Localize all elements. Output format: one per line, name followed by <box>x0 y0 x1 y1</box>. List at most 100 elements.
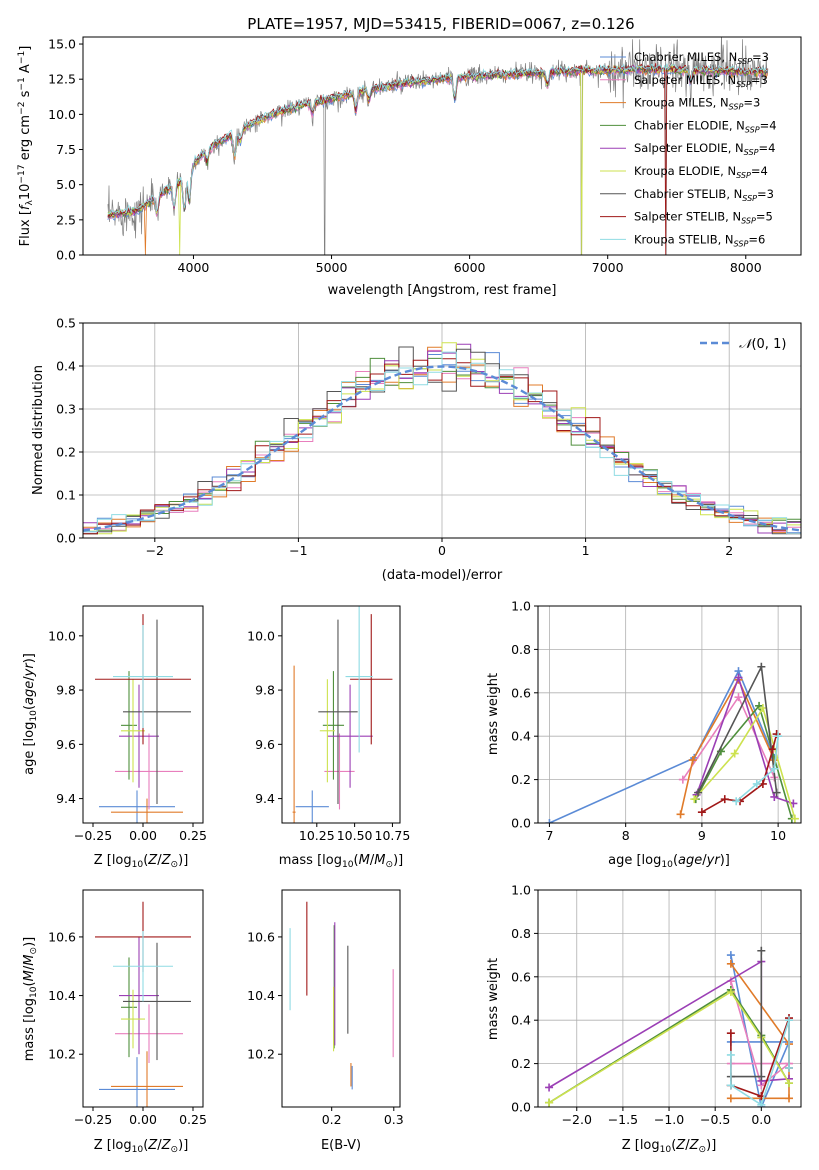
x-tick-label: 6000 <box>454 260 486 275</box>
x-axis-label: age [log10(age/yr)] <box>608 853 730 870</box>
legend-label: Kroupa ELODIE, NSSP=4 <box>634 164 768 180</box>
line-chabrier-miles <box>549 669 776 823</box>
y-tick-label: 0.8 <box>511 926 531 941</box>
y-tick-label: 12.5 <box>48 72 76 87</box>
spectrum-panel: 4000 5000 6000 7000 8000 0.0 2.5 5.0 7.5 10.0 12.5… <box>17 36 802 298</box>
x-tick-label: 0.00 <box>129 828 157 843</box>
marker-salpeter-miles <box>678 775 687 784</box>
x-axis-label: (data-model)/error <box>382 568 503 583</box>
marker-salpeter-stelib <box>697 808 706 817</box>
legend-label: Kroupa STELIB, NSSP=6 <box>634 232 765 248</box>
y-tick-label: 5.0 <box>56 177 76 192</box>
axes-border <box>82 36 802 256</box>
plot-area <box>538 606 801 823</box>
marker-chabrier-miles <box>545 819 554 823</box>
marker-kroupa-miles <box>726 959 735 968</box>
marker-kroupa-miles <box>676 810 685 819</box>
y-tick-label: 0.8 <box>511 642 531 657</box>
y-axis-label: age [log10(age/yr)] <box>22 653 39 775</box>
plot-area <box>107 37 769 255</box>
y-tick-label: 9.8 <box>56 683 76 698</box>
spectrum-model-kroupa-stelib <box>107 63 768 215</box>
marker-kroupa-stelib <box>770 764 779 773</box>
x-tick-label: 0.25 <box>179 1112 207 1127</box>
marker-chabrier-stelib <box>772 788 781 797</box>
x-tick-label: −1.0 <box>654 1112 684 1127</box>
x-tick-label: 4000 <box>178 260 210 275</box>
y-tick-label: 10.2 <box>48 1047 76 1062</box>
y-tick-label: 10.0 <box>48 628 76 643</box>
marker-kroupa-stelib <box>785 1063 794 1072</box>
marker-salpeter-stelib <box>768 745 777 754</box>
histogram-chabrier-stelib <box>83 346 801 535</box>
x-tick-label: −2.0 <box>562 1112 592 1127</box>
marker-salpeter-miles <box>734 693 743 702</box>
line-salpeter-miles <box>730 980 792 1087</box>
x-axis-label: Z [log10(Z/Z⊙)] <box>94 1138 189 1155</box>
plot-area <box>292 606 393 823</box>
marker-kroupa-stelib <box>785 1016 794 1025</box>
x-tick-label: 5000 <box>316 260 348 275</box>
x-axis-label: wavelength [Angstrom, rest frame] <box>328 283 557 298</box>
y-tick-label: 10.6 <box>48 929 76 944</box>
y-tick-label: 0.5 <box>56 316 76 331</box>
y-axis-label: mass [log10(M/M⊙)] <box>22 937 39 1061</box>
y-tick-label: 1.0 <box>511 883 531 898</box>
marker-kroupa-stelib <box>726 1081 735 1090</box>
y-tick-label: 0.4 <box>56 359 76 374</box>
y-tick-label: 15.0 <box>48 37 76 52</box>
x-tick-label: 7000 <box>592 260 624 275</box>
x-tick-label: 9 <box>698 828 706 843</box>
marker-kroupa-elodie <box>785 1079 794 1088</box>
x-tick-label: 10.75 <box>375 828 411 843</box>
marker-salpeter-stelib <box>726 1029 735 1038</box>
y-axis-label: Flux [fλ10−17 erg cm−2 s−1 A−1] <box>17 46 35 247</box>
plot-area <box>289 901 394 1090</box>
marker-kroupa-stelib <box>752 779 761 788</box>
marker-chabrier-miles <box>726 951 735 960</box>
figure-title: PLATE=1957, MJD=53415, FIBERID=0067, z=0… <box>247 15 634 33</box>
marker-kroupa-miles <box>726 1094 735 1103</box>
y-tick-label: 0.6 <box>511 685 531 700</box>
y-tick-label: 0.2 <box>511 772 531 787</box>
normal-reference-curve <box>83 365 801 532</box>
marker-salpeter-elodie <box>545 1083 554 1092</box>
legend-label: Salpeter ELODIE, NSSP=4 <box>634 141 775 157</box>
marker-kroupa-miles <box>688 756 697 765</box>
marker-kroupa-elodie <box>690 795 699 804</box>
y-tick-label: 0.3 <box>56 402 76 417</box>
legend-label: Kroupa MILES, NSSP=3 <box>634 96 760 112</box>
marker-kroupa-miles <box>785 1094 794 1103</box>
plot-area <box>83 323 801 538</box>
marker-chabrier-stelib <box>757 1072 766 1081</box>
x-tick-label: 2 <box>725 543 733 558</box>
marker-kroupa-stelib <box>732 797 741 806</box>
legend-label: Chabrier ELODIE, NSSP=4 <box>634 118 777 134</box>
x-axis-label: E(B-V) <box>321 1138 361 1153</box>
marker-kroupa-elodie <box>726 987 735 996</box>
x-tick-label: 1 <box>582 543 590 558</box>
marker-salpeter-elodie <box>770 792 779 801</box>
axes-frame: 0.2 0.3 10.2 10.4 10.6 <box>247 889 404 1127</box>
marker-kroupa-elodie <box>758 703 767 712</box>
marker-salpeter-elodie <box>734 673 743 682</box>
x-tick-label: 7 <box>545 828 553 843</box>
legend-label: Salpeter STELIB, NSSP=5 <box>634 210 773 226</box>
x-tick-label: −0.25 <box>74 1112 112 1127</box>
x-tick-label: −1 <box>289 543 307 558</box>
marker-chabrier-stelib <box>757 662 766 671</box>
y-tick-label: 2.5 <box>56 212 76 227</box>
x-tick-label: 0 <box>438 543 446 558</box>
legend-label: Salpeter MILES, NSSP=3 <box>634 73 768 89</box>
marker-kroupa-elodie <box>790 814 799 823</box>
axes-frame: −2.0 −1.5 −1.0 −0.5 0.0 0.0 0.2 0.4 0.6 0.8 1.0 Z [… <box>486 883 802 1155</box>
marker-kroupa-elodie <box>545 1098 554 1107</box>
axes-border <box>281 605 401 824</box>
mass-weight-vs-age-panel: 7 8 9 10 0.0 0.2 0.4 0.6 0.8 1.0 age [log10(age/yr… <box>486 599 802 870</box>
plot-area <box>95 614 191 823</box>
x-tick-label: −0.5 <box>700 1112 730 1127</box>
marker-chabrier-stelib <box>694 788 703 797</box>
axes-frame: −0.25 0.00 0.25 10.2 10.4 10.6 Z [log10(Z/Z⊙)]… <box>22 889 207 1155</box>
y-tick-label: 0.0 <box>511 1100 531 1115</box>
